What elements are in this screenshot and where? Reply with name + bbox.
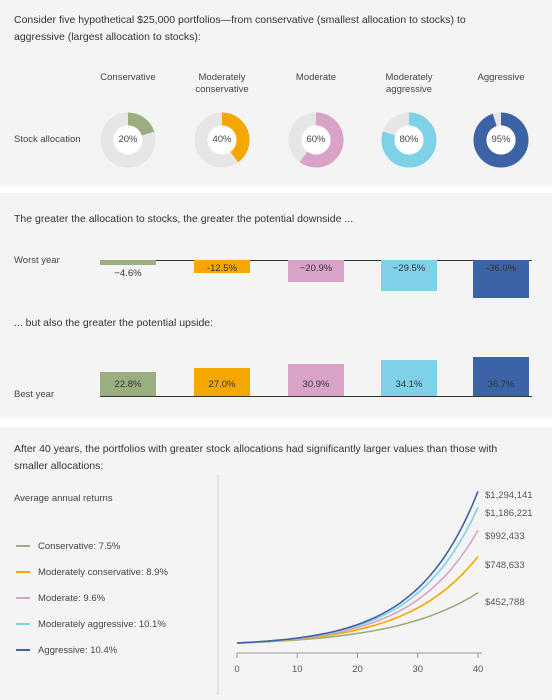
range-panel: The greater the allocation to stocks, th… bbox=[0, 193, 552, 418]
donut-hole bbox=[486, 125, 516, 155]
line-series-aggressive bbox=[236, 490, 479, 644]
donut-slice-moderate bbox=[288, 112, 344, 168]
best-bar-conservative bbox=[100, 372, 156, 396]
worst-bar-aggressive bbox=[473, 260, 529, 298]
end-value-conservative: $452,788 bbox=[485, 597, 525, 608]
worst-year-label: Worst year bbox=[14, 255, 60, 266]
worst-bar-moderately-aggressive bbox=[381, 260, 437, 291]
legend-item-moderate: Moderate: 9.6% bbox=[16, 593, 105, 604]
legend-item-aggressive: Aggressive: 10.4% bbox=[16, 645, 117, 656]
line-series-conservative bbox=[236, 592, 479, 644]
best-value-conservative: 22.8% bbox=[114, 379, 142, 390]
growth-line-chart: 0 10 20 30 40 $452,788 $748,633 $992,433 $1,186,… bbox=[217, 475, 533, 695]
best-value-moderately-conservative: 27.0% bbox=[208, 379, 236, 390]
x-tick-label: 0 bbox=[234, 664, 239, 675]
stock-allocation-label: Stock allocation bbox=[14, 134, 81, 145]
allocation-panel: Consider five hypothetical $25,000 portf… bbox=[0, 0, 552, 186]
legend-swatch bbox=[16, 545, 30, 548]
legend-label: Moderately conservative: 8.9% bbox=[38, 567, 168, 578]
legend-item-moderately-aggressive: Moderately aggressive: 10.1% bbox=[16, 619, 166, 630]
best-year-label: Best year bbox=[14, 389, 55, 400]
worst-bar-conservative bbox=[100, 260, 156, 265]
donut-hole bbox=[301, 125, 331, 155]
growth-panel-title: After 40 years, the portfolios with grea… bbox=[14, 443, 498, 472]
best-bar-moderately-conservative bbox=[194, 367, 250, 396]
end-value-moderately-aggressive: $1,186,221 bbox=[485, 508, 533, 519]
best-bar-moderately-aggressive bbox=[381, 360, 437, 396]
allocation-panel-title: Consider five hypothetical $25,000 portf… bbox=[14, 14, 466, 43]
donut-hole bbox=[394, 125, 424, 155]
donut-hole bbox=[113, 125, 143, 155]
best-bar-moderate bbox=[288, 363, 344, 396]
end-value-moderately-conservative: $748,633 bbox=[485, 560, 525, 571]
x-tick-label: 20 bbox=[352, 664, 363, 675]
allocation-donut-moderately-conservative bbox=[194, 112, 250, 168]
worst-value-moderate: −20.9% bbox=[299, 263, 333, 274]
legend-item-moderately-conservative: Moderately conservative: 8.9% bbox=[16, 567, 168, 578]
legend-swatch bbox=[16, 649, 30, 652]
allocation-donut-moderately-aggressive bbox=[381, 112, 437, 168]
allocation-donut-conservative bbox=[100, 112, 156, 168]
upside-title: ... but also the greater the potential u… bbox=[14, 317, 214, 329]
worst-value-conservative: −4.6% bbox=[114, 267, 142, 279]
line-series-moderately-conservative bbox=[236, 555, 479, 644]
worst-bar-moderately-conservative bbox=[194, 260, 250, 274]
best-value-aggressive: 36.7% bbox=[487, 379, 515, 390]
portfolio-name-moderately-conservative: Moderately conservative bbox=[195, 72, 249, 95]
end-value-aggressive: $1,294,141 bbox=[485, 490, 533, 501]
worst-bar-moderate bbox=[288, 260, 344, 282]
allocation-value-aggressive: 95% bbox=[491, 134, 511, 145]
downside-title: The greater the allocation to stocks, th… bbox=[14, 213, 354, 225]
legend-title: Average annual returns bbox=[14, 493, 113, 504]
donut-slice-moderately-conservative bbox=[194, 112, 250, 168]
portfolio-name-aggressive: Aggressive bbox=[477, 72, 525, 83]
end-value-moderate: $992,433 bbox=[485, 531, 525, 542]
portfolio-name-conservative: Conservative bbox=[100, 72, 156, 83]
allocation-donut-moderate bbox=[288, 112, 344, 168]
donut-slice-aggressive bbox=[473, 112, 529, 168]
best-value-moderate: 30.9% bbox=[302, 379, 330, 390]
best-bar-aggressive bbox=[473, 357, 529, 396]
portfolio-name-moderately-aggressive: Moderately aggressive bbox=[385, 72, 433, 95]
legend-swatch bbox=[16, 597, 30, 600]
best-year-baseline bbox=[100, 396, 532, 397]
donut-slice-moderately-aggressive bbox=[381, 112, 437, 168]
line-series-moderately-aggressive bbox=[236, 506, 479, 644]
x-tick-label: 40 bbox=[473, 664, 484, 675]
allocation-value-moderately-aggressive: 80% bbox=[399, 134, 419, 145]
allocation-donut-aggressive bbox=[473, 112, 529, 168]
allocation-value-moderately-conservative: 40% bbox=[212, 134, 232, 145]
donut-hole bbox=[207, 125, 237, 155]
legend-swatch bbox=[16, 571, 30, 574]
worst-value-moderately-aggressive: −29.5% bbox=[392, 263, 426, 274]
growth-panel: After 40 years, the portfolios with grea… bbox=[0, 427, 552, 700]
best-value-moderately-aggressive: 34.1% bbox=[395, 379, 423, 390]
legend-swatch bbox=[16, 623, 30, 626]
worst-value-moderately-conservative: -12.5% bbox=[206, 263, 238, 274]
x-tick-label: 30 bbox=[412, 664, 423, 675]
legend-label: Aggressive: 10.4% bbox=[38, 645, 118, 656]
allocation-value-moderate: 60% bbox=[306, 134, 326, 145]
legend-label: Moderate: 9.6% bbox=[38, 593, 106, 604]
portfolio-name-moderate: Moderate bbox=[295, 72, 337, 83]
legend-label: Conservative: 7.5% bbox=[38, 541, 121, 552]
donut-slice-conservative bbox=[100, 112, 156, 168]
legend-label: Moderately aggressive: 10.1% bbox=[38, 619, 166, 630]
worst-value-aggressive: -36.0% bbox=[485, 263, 517, 274]
allocation-value-conservative: 20% bbox=[118, 134, 138, 145]
x-tick-label: 10 bbox=[292, 664, 303, 675]
legend-item-conservative: Conservative: 7.5% bbox=[16, 541, 120, 552]
